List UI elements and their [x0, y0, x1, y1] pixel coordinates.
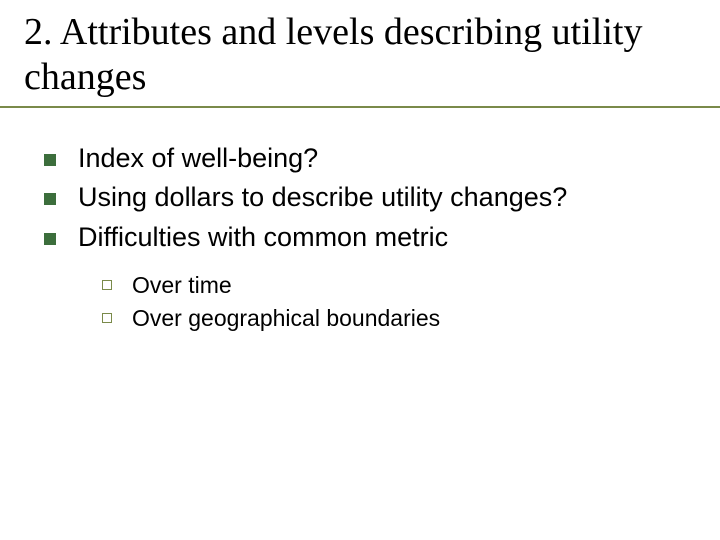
list-item: Index of well-being? [44, 142, 696, 176]
title-underline [0, 106, 720, 108]
slide-title: 2. Attributes and levels describing util… [24, 10, 696, 100]
square-bullet-icon [44, 193, 56, 205]
list-item: Over time [102, 271, 696, 300]
list-item-text: Difficulties with common metric [78, 221, 448, 255]
square-bullet-icon [44, 233, 56, 245]
level1-list: Index of well-being? Using dollars to de… [24, 142, 696, 333]
list-item-text: Over time [132, 271, 232, 300]
list-item: Over geographical boundaries [102, 304, 696, 333]
list-item-text: Index of well-being? [78, 142, 318, 176]
hollow-square-bullet-icon [102, 313, 112, 323]
list-item: Using dollars to describe utility change… [44, 181, 696, 215]
list-item: Difficulties with common metric [44, 221, 696, 255]
title-region: 2. Attributes and levels describing util… [24, 10, 696, 114]
hollow-square-bullet-icon [102, 280, 112, 290]
list-item-text: Over geographical boundaries [132, 304, 440, 333]
list-item-text: Using dollars to describe utility change… [78, 181, 567, 215]
slide: 2. Attributes and levels describing util… [0, 0, 720, 540]
level2-list: Over time Over geographical boundaries [44, 271, 696, 333]
square-bullet-icon [44, 154, 56, 166]
